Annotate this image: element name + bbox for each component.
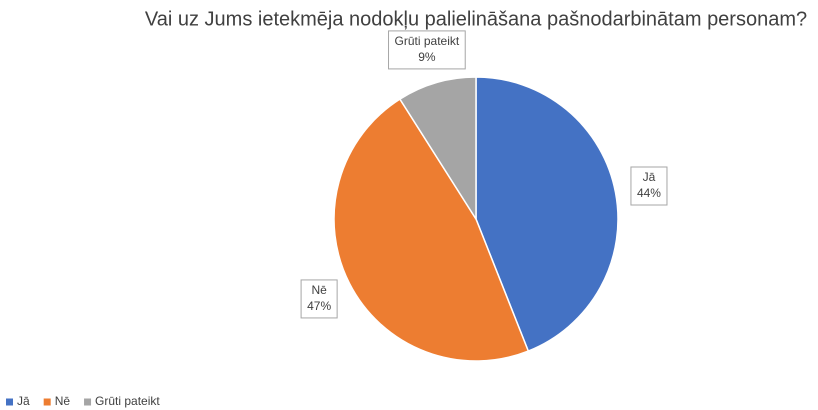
legend-swatch (84, 398, 92, 406)
legend-label: Grūti pateikt (95, 394, 160, 408)
data-label: Nē 47% (300, 279, 338, 319)
data-label: Jā 44% (630, 166, 668, 206)
label-name: Jā (643, 170, 656, 184)
label-name: Grūti pateikt (395, 34, 460, 48)
legend-label: Jā (17, 394, 30, 408)
label-value: 47% (307, 299, 331, 313)
label-name: Nē (311, 283, 327, 297)
label-box (630, 166, 668, 206)
legend-label: Nē (55, 394, 71, 408)
pie-slice (475, 76, 619, 353)
pie-slice (333, 98, 530, 362)
legend-swatch (6, 398, 13, 406)
data-label: Grūti pateikt 9% (388, 30, 466, 70)
label-box (388, 30, 466, 70)
label-value: 44% (637, 186, 661, 200)
label-box (300, 279, 338, 319)
legend-swatch (43, 398, 51, 406)
pie-slice (398, 76, 477, 222)
chart-title: Vai uz Jums ietekmēja nodokļu palielināš… (145, 8, 807, 30)
label-value: 9% (418, 50, 436, 64)
